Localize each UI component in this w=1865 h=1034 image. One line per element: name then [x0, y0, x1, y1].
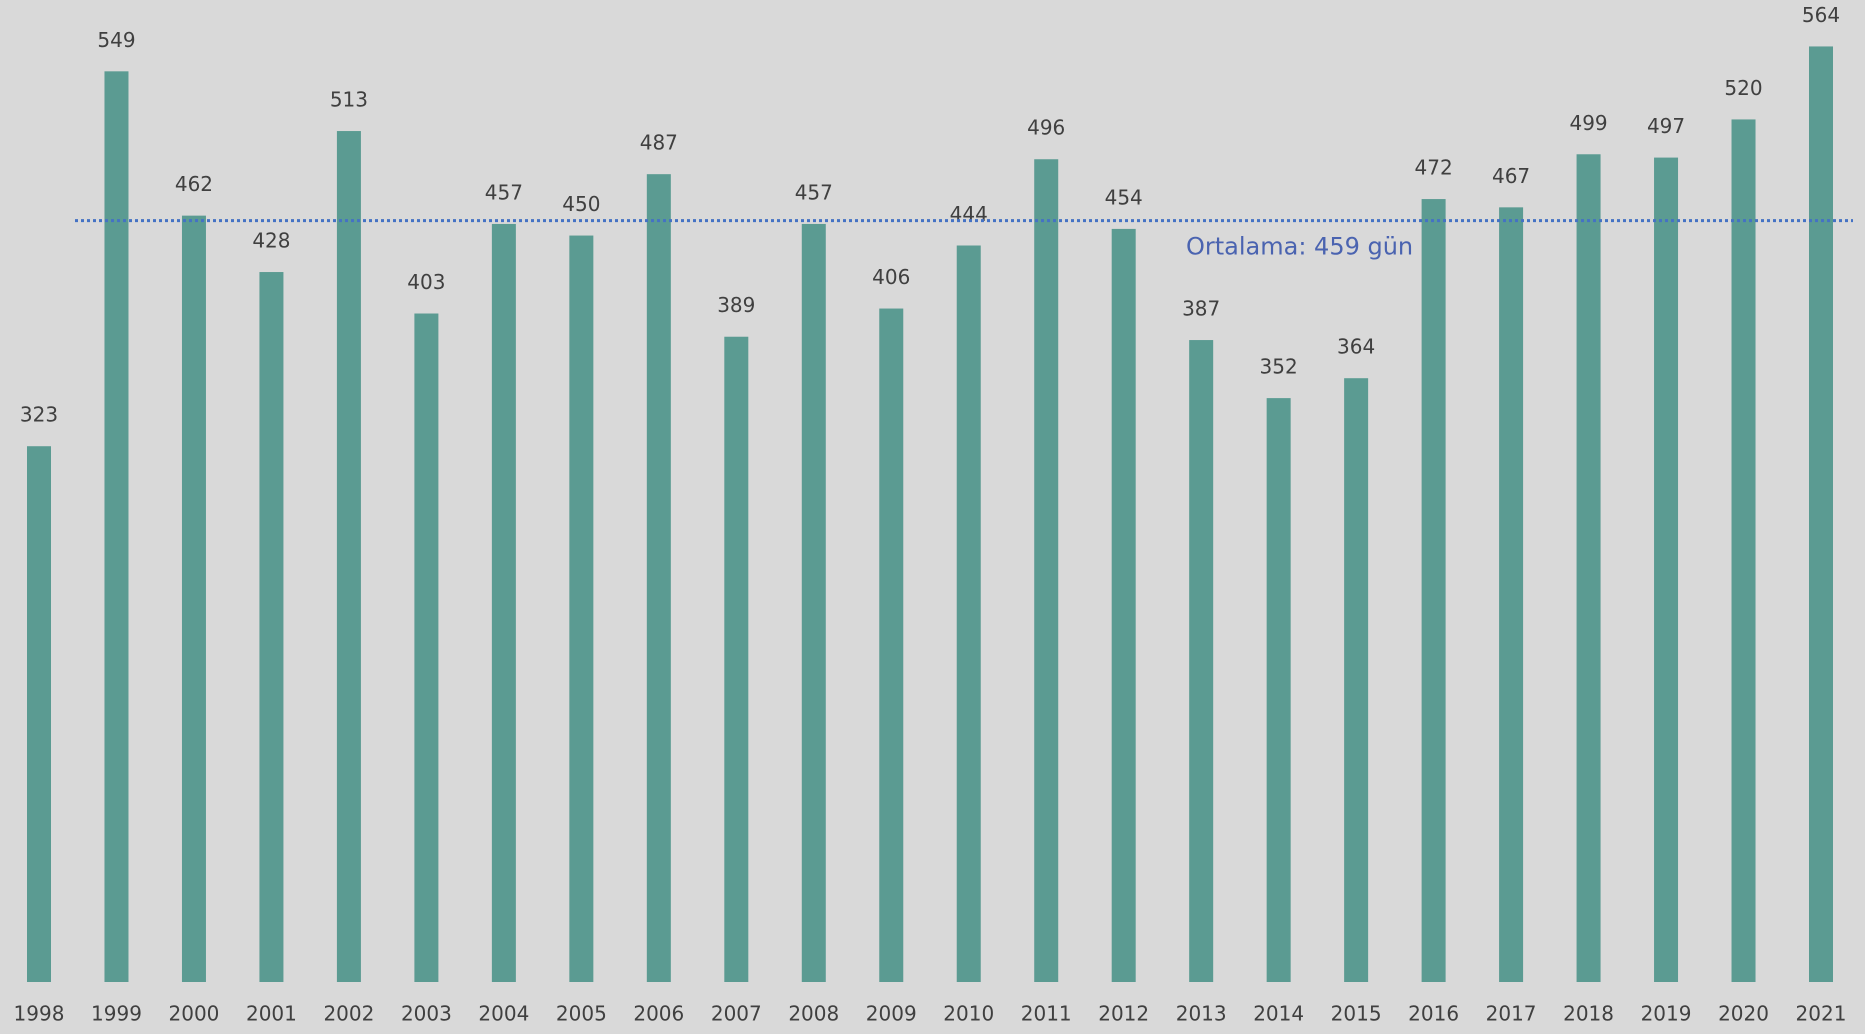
x-tick-label: 2009	[866, 1002, 917, 1026]
data-label: 387	[1182, 297, 1220, 321]
data-label: 454	[1105, 185, 1143, 209]
x-tick-label: 2006	[633, 1002, 684, 1026]
bar	[27, 446, 51, 982]
bar	[1034, 159, 1059, 983]
bar	[491, 223, 516, 983]
bar	[724, 336, 749, 982]
bar	[1111, 228, 1136, 982]
bar	[569, 235, 594, 982]
data-label: 467	[1492, 164, 1530, 188]
bar	[1654, 157, 1679, 982]
data-label: 457	[795, 180, 833, 204]
x-tick-label: 2003	[401, 1002, 452, 1026]
x-tick-label: 1998	[14, 1002, 65, 1026]
data-label: 497	[1647, 114, 1685, 138]
data-label: 352	[1260, 355, 1298, 379]
bar	[1189, 340, 1214, 983]
x-tick-label: 2019	[1641, 1002, 1692, 1026]
x-tick-label: 2012	[1098, 1002, 1149, 1026]
x-tick-label: 1999	[91, 1002, 142, 1026]
data-label: 457	[485, 180, 523, 204]
x-tick-label: 2020	[1718, 1002, 1769, 1026]
annotation: Ortalama: 459 gün	[1186, 233, 1413, 261]
data-label: 499	[1569, 111, 1607, 135]
data-label: 406	[872, 265, 910, 289]
x-tick-label: 2014	[1253, 1002, 1304, 1026]
x-tick-label: 2001	[246, 1002, 297, 1026]
x-tick-label: 2005	[556, 1002, 607, 1026]
x-tick-label: 2004	[478, 1002, 529, 1026]
x-tick-label: 2007	[711, 1002, 762, 1026]
bar	[1344, 378, 1369, 982]
data-label: 364	[1337, 335, 1375, 359]
bar	[879, 308, 904, 982]
data-label: 513	[330, 88, 368, 112]
data-label: 389	[717, 293, 755, 317]
bar	[414, 313, 439, 982]
x-tick-label: 2010	[943, 1002, 994, 1026]
bar	[801, 223, 826, 983]
bar	[1731, 119, 1756, 982]
x-tick-label: 2011	[1021, 1002, 1072, 1026]
bar	[336, 131, 361, 982]
data-label: 428	[252, 229, 290, 253]
bar	[1499, 207, 1524, 983]
x-tick-label: 2018	[1563, 1002, 1614, 1026]
data-label: 549	[97, 28, 135, 52]
x-tick-label: 2013	[1176, 1002, 1227, 1026]
x-tick-label: 2002	[323, 1002, 374, 1026]
data-label: 472	[1415, 156, 1453, 180]
data-label: 462	[175, 172, 213, 196]
data-label: 323	[20, 403, 58, 427]
x-tick-label: 2000	[169, 1002, 220, 1026]
bar	[1266, 398, 1291, 982]
data-label: 496	[1027, 116, 1065, 140]
data-label: 520	[1724, 76, 1762, 100]
x-tick-label: 2021	[1796, 1002, 1847, 1026]
data-label: 564	[1802, 3, 1840, 27]
bar	[259, 272, 284, 982]
data-label: 487	[640, 131, 678, 155]
data-label: 403	[407, 270, 445, 294]
x-tick-label: 2016	[1408, 1002, 1459, 1026]
bar	[104, 71, 129, 983]
x-tick-label: 2015	[1331, 1002, 1382, 1026]
x-tick-label: 2008	[788, 1002, 839, 1026]
bar	[1576, 154, 1601, 982]
data-label: 450	[562, 192, 600, 216]
bar	[1421, 199, 1446, 982]
bar	[646, 174, 671, 982]
data-label: 444	[950, 202, 988, 226]
bar	[1809, 46, 1833, 983]
x-tick-label: 2017	[1486, 1002, 1537, 1026]
bar	[181, 215, 206, 982]
bar	[956, 245, 981, 982]
